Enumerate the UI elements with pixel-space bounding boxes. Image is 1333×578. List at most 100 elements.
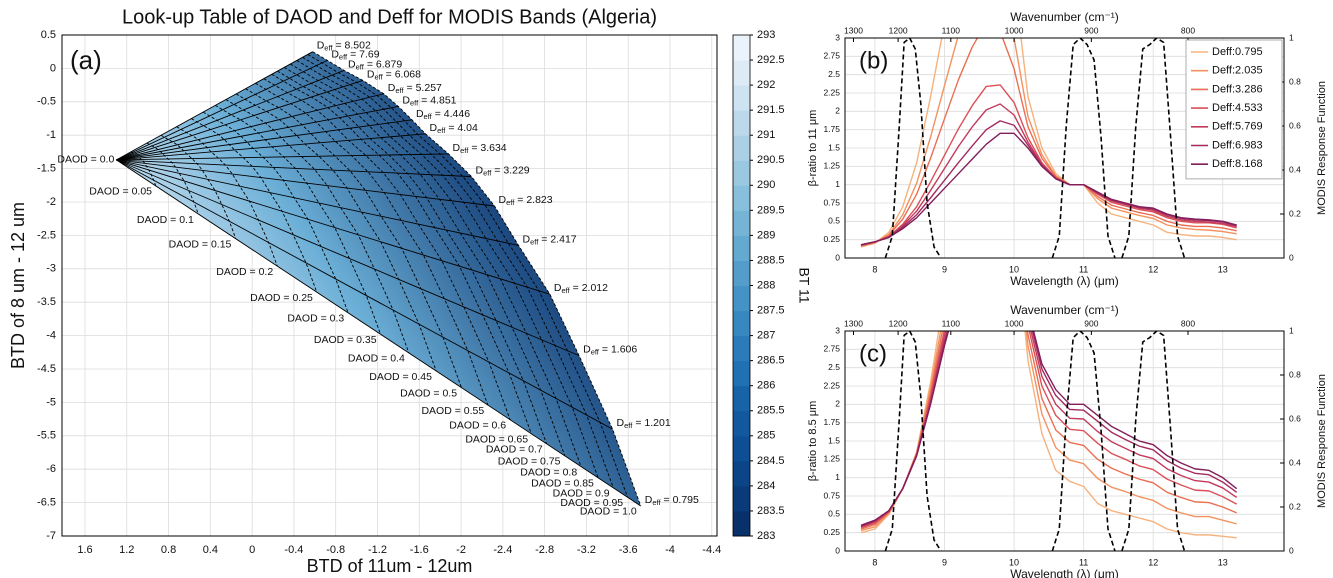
series-group [860,38,1237,258]
y-tick-label: 1.75 [823,417,840,427]
y-tick-label: -2 [46,196,56,208]
deff-value: = 6.068 [386,68,421,80]
colorbar-band [733,210,750,236]
x-tick-label: 0.4 [203,544,218,556]
y-tick-label: 3 [835,32,840,42]
x-tick-label: 11 [1079,264,1088,274]
colorbar-band [733,360,750,387]
series-line [884,38,1186,258]
deff-line [116,159,613,430]
deff-value: = 6.879 [367,58,402,70]
colorbar-band [733,110,750,136]
y2-tick-label: 1 [1289,325,1294,335]
daod-line [160,134,237,239]
daod-line [307,54,629,498]
colorbar-tick-label: 291 [757,129,775,141]
deff-line [116,159,641,507]
x-tick-label: -1.6 [410,544,429,556]
deff-subscript: eff [506,198,515,207]
deff-line [116,119,413,161]
x-tick-label: 10 [1009,264,1019,274]
x2-tick-label: 1200 [889,318,908,328]
series-line [860,132,1237,246]
deff-line [116,159,495,207]
x2-axis-label: Wavenumber (cm⁻¹) [1010,10,1119,24]
y2-tick-label: 0.4 [1289,457,1301,467]
y-tick-label: 2.5 [828,69,840,79]
colorbar-tick-label: 286.5 [757,355,785,367]
daod-label: DAOD = 0.35 [314,334,377,346]
colorbar-band [733,335,750,362]
y-tick-label: 2 [835,399,840,409]
y-tick-label: -3.5 [37,296,56,308]
y2-tick-label: 0.2 [1289,501,1301,511]
x2-tick-label: 800 [1181,25,1195,35]
deff-label: Deff = 5.257 [388,82,442,95]
colorbar-tick-label: 293 [757,29,775,41]
x-tick-label: 1.2 [119,544,134,556]
legend-box [1185,39,1283,180]
deff-line [116,159,550,295]
daod-line [263,78,511,420]
x-axis-label: Wavelength (λ) (μm) [1010,274,1119,288]
x-tick-label: -3.2 [577,544,596,556]
x2-tick-label: 1100 [942,318,961,328]
deff-value: = 5.257 [407,82,442,94]
y2-tick-label: 0.8 [1289,76,1301,86]
y-tick-label: -1 [46,129,56,141]
x-tick-label: 13 [1218,557,1228,567]
deff-symbol: D [331,48,339,60]
y2-tick-label: 0.6 [1289,413,1301,423]
daod-label: DAOD = 0.55 [421,405,484,417]
x2-tick-label: 800 [1181,318,1195,328]
y-tick-label: 0.25 [823,527,840,537]
deff-line [116,159,472,178]
x-tick-label: 9 [942,264,947,274]
chart-title: Look-up Table of DAOD and Deff for MODIS… [122,6,657,28]
colorbar-band [733,410,750,437]
deff-line [116,69,345,161]
daod-line [235,93,437,372]
y2-tick-label: 0.4 [1289,164,1301,174]
y-tick-label: 0.5 [828,509,840,519]
x-tick-label: -2.8 [535,544,554,556]
daod-line [312,51,642,507]
y-tick-label: -5 [46,396,56,408]
daod-label: DAOD = 0.5 [400,387,457,399]
daod-label: DAOD = 0.8 [520,466,577,478]
deff-symbol: D [317,39,325,51]
daod-label: DAOD = 1.0 [580,506,637,518]
deff-symbol: D [645,494,653,506]
deff-label: Deff = 4.851 [402,94,456,107]
deff-value: = 2.012 [573,282,608,294]
deff-symbol: D [430,122,438,134]
deff-subscript: eff [624,421,633,430]
panel-label: (c) [859,340,887,367]
daod-label: DAOD = 0.6 [449,420,506,432]
daod-label: DAOD = 0.0 [57,154,114,166]
x-tick-label: 11 [1079,557,1088,567]
y2-tick-label: 1 [1289,32,1294,42]
deff-symbol: D [617,417,625,429]
deff-line [116,153,449,161]
deff-subscript: eff [530,237,539,246]
deff-value: = 3.229 [494,164,529,176]
daod-line [284,66,566,456]
panel-label: (a) [70,45,102,75]
colorbar-label: BT 11 [796,267,812,303]
y-tick-label: -7 [46,530,56,542]
daod-line [302,56,614,489]
x2-axis-label: Wavenumber (cm⁻¹) [1010,303,1119,317]
deff-symbol: D [583,343,591,355]
legend-label: Deff:3.286 [1212,83,1263,95]
deff-value: = 8.502 [336,39,371,51]
deff-subscript: eff [561,286,570,295]
y-tick-label: -5.5 [37,430,56,442]
deff-symbol: D [554,282,562,294]
y2-axis-label: MODIS Response Function [1316,81,1328,215]
deff-label: Deff = 6.879 [348,58,402,71]
colorbar-tick-label: 285 [757,430,775,442]
plot-frame [61,34,718,537]
daod-label: DAOD = 0.95 [560,497,623,509]
y2-tick-label: 0.8 [1289,369,1301,379]
